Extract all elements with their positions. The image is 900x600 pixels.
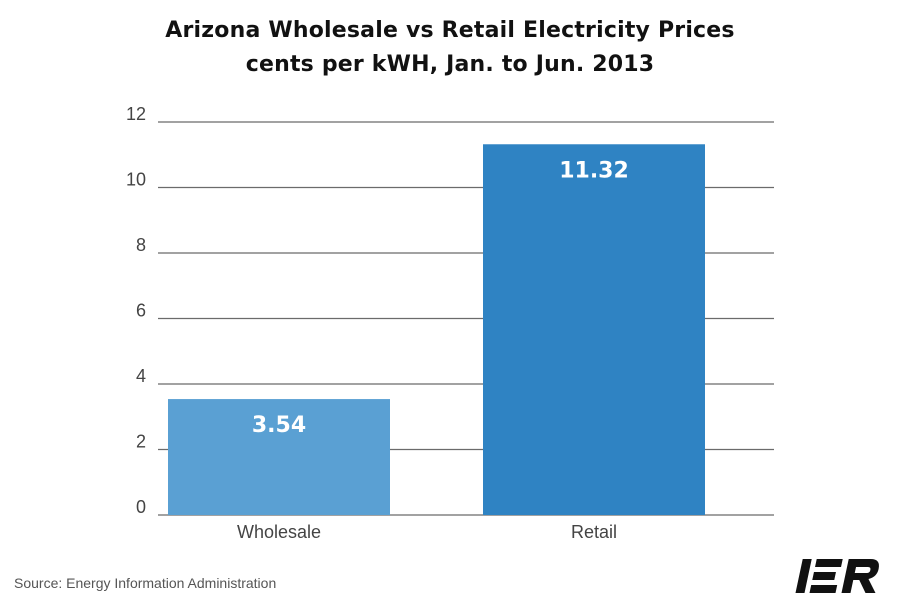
chart-title: Arizona Wholesale vs Retail Electricity … bbox=[165, 18, 735, 43]
y-tick-label: 6 bbox=[136, 301, 146, 321]
chart-title-block: Arizona Wholesale vs Retail Electricity … bbox=[0, 14, 900, 82]
bar-retail bbox=[483, 144, 705, 515]
y-axis-ticks: 0 2 4 6 8 10 12 bbox=[126, 104, 146, 517]
x-tick-label: Wholesale bbox=[237, 522, 321, 542]
data-label: 3.54 bbox=[252, 413, 306, 438]
y-tick-label: 12 bbox=[126, 104, 146, 124]
y-tick-label: 8 bbox=[136, 235, 146, 255]
y-tick-label: 0 bbox=[136, 497, 146, 517]
y-tick-label: 4 bbox=[136, 366, 146, 386]
ier-logo bbox=[795, 559, 879, 593]
source-note: Source: Energy Information Administratio… bbox=[14, 575, 277, 591]
bar-wholesale bbox=[168, 399, 390, 515]
x-axis-ticks: Wholesale Retail bbox=[237, 522, 617, 542]
x-tick-label: Retail bbox=[571, 522, 617, 542]
data-label: 11.32 bbox=[559, 158, 629, 183]
y-tick-label: 2 bbox=[136, 432, 146, 452]
data-labels: 3.54 11.32 bbox=[252, 158, 629, 438]
chart-subtitle: cents per kWH, Jan. to Jun. 2013 bbox=[245, 52, 655, 77]
bars bbox=[168, 144, 705, 515]
y-tick-label: 10 bbox=[126, 170, 146, 190]
